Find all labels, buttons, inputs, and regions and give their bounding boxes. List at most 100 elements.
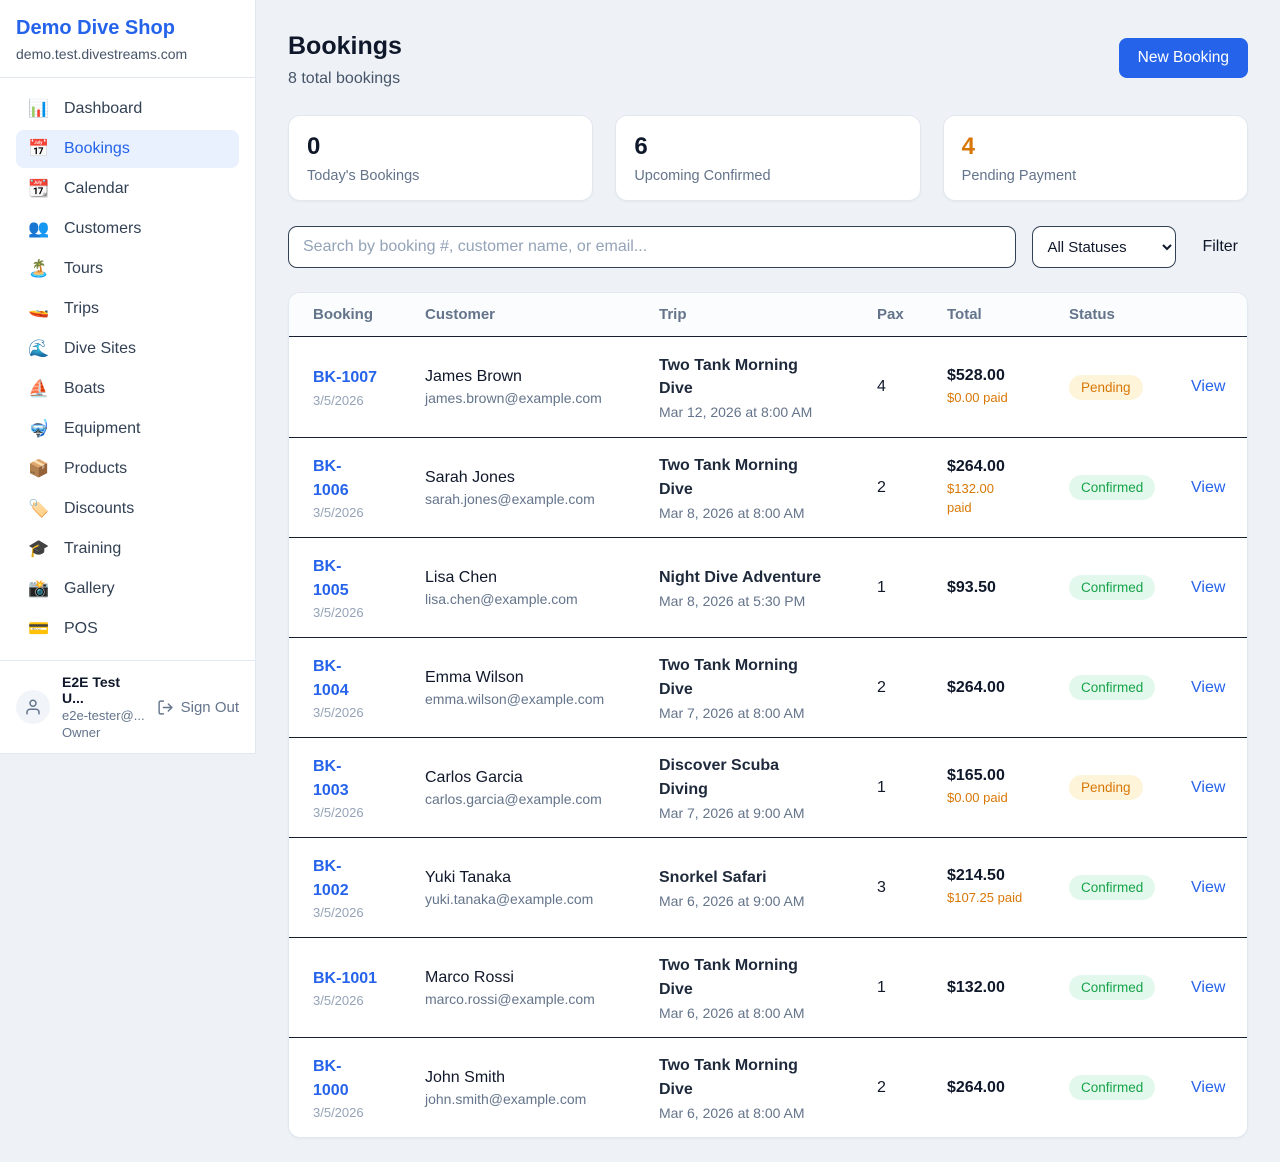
sidebar-item[interactable]: ⛵ Boats [16, 370, 239, 408]
nav-item-label: Calendar [64, 180, 129, 197]
filter-button[interactable]: Filter [1192, 232, 1248, 262]
customer-name: Emma Wilson [425, 668, 524, 686]
table-row: BK- 1005 3/5/2026 Lisa Chen lisa.chen@ex… [289, 537, 1247, 637]
sidebar-item[interactable]: 🏝️ Tours [16, 250, 239, 288]
trip-datetime: Mar 7, 2026 at 8:00 AM [659, 704, 805, 721]
booking-id-link[interactable]: BK-1001 [313, 969, 378, 987]
page-header: Bookings 8 total bookings New Booking [288, 32, 1248, 88]
table-row: BK- 1006 3/5/2026 Sarah Jones sarah.jone… [289, 437, 1247, 537]
sidebar-item[interactable]: 📸 Gallery [16, 570, 239, 608]
customer-email: sarah.jones@example.com [425, 490, 595, 507]
trip-name: Night Dive Adventure [659, 568, 822, 586]
trip-datetime: Mar 12, 2026 at 8:00 AM [659, 404, 813, 421]
view-link[interactable]: View [1191, 378, 1226, 395]
sidebar-item[interactable]: 👥 Customers [16, 210, 239, 248]
nav-item-label: Dive Sites [64, 340, 137, 357]
customer-email: james.brown@example.com [425, 390, 602, 406]
table-row: BK-1007 3/5/2026 James Brown james.brown… [289, 337, 1247, 437]
booking-date: 3/5/2026 [313, 804, 364, 820]
view-link[interactable]: View [1191, 878, 1226, 896]
nav-item-label: Trips [64, 300, 99, 317]
nav-item-icon: 📸 [28, 579, 50, 598]
sidebar-item[interactable]: 🎓 Training [16, 530, 239, 568]
trip-name: Two Tank Morning Dive [659, 356, 798, 397]
sidebar-item[interactable]: 🏷️ Discounts [16, 490, 239, 528]
sidebar-item[interactable]: 🤿 Equipment [16, 410, 239, 448]
total-amount: $264.00 [947, 1078, 1005, 1096]
booking-id-link[interactable]: BK- 1000 [313, 1058, 349, 1099]
sign-out-label: Sign Out [180, 698, 239, 716]
view-link[interactable]: View [1191, 978, 1226, 996]
view-link[interactable]: View [1191, 778, 1226, 796]
total-amount: $528.00 [947, 366, 1005, 384]
user-meta: E2E Test U... e2e-tester@... Owner [62, 674, 145, 740]
paid-amount: $0.00 paid [947, 790, 1008, 806]
booking-date: 3/5/2026 [313, 993, 364, 1009]
sidebar-item[interactable]: 🌊 Dive Sites [16, 330, 239, 368]
main-content: Bookings 8 total bookings New Booking 0 … [256, 0, 1280, 1162]
user-email: e2e-tester@... [62, 708, 145, 723]
sidebar-nav: 📊 Dashboard 📅 Bookings 📆 Calendar 👥 Cust… [0, 78, 255, 660]
booking-id-link[interactable]: BK- 1004 [313, 658, 349, 699]
sidebar-item[interactable]: 📊 Dashboard [16, 90, 239, 128]
status-badge: Confirmed [1069, 675, 1156, 700]
customer-email: lisa.chen@example.com [425, 590, 578, 607]
booking-id-link[interactable]: BK- 1006 [313, 458, 349, 499]
nav-item-icon: 📦 [28, 459, 50, 478]
user-section: E2E Test U... e2e-tester@... Owner Sign … [0, 660, 255, 753]
booking-id-link[interactable]: BK- 1005 [313, 558, 349, 599]
status-badge: Confirmed [1069, 1075, 1156, 1100]
search-input[interactable] [288, 226, 1017, 268]
sidebar-item[interactable]: 📦 Products [16, 450, 239, 488]
nav-item-icon: 📅 [28, 139, 50, 158]
booking-id-link[interactable]: BK- 1002 [313, 858, 349, 899]
sidebar-item[interactable]: 💳 POS [16, 610, 239, 648]
pax-count: 3 [877, 878, 886, 896]
pax-count: 4 [877, 378, 886, 395]
page-subtitle: 8 total bookings [288, 70, 401, 87]
view-link[interactable]: View [1191, 478, 1226, 496]
booking-date: 3/5/2026 [313, 604, 364, 620]
nav-item-icon: 🏝️ [28, 259, 50, 278]
table-row: BK- 1003 3/5/2026 Carlos Garcia carlos.g… [289, 737, 1247, 837]
booking-id-link[interactable]: BK- 1003 [313, 758, 349, 799]
table-row: BK- 1004 3/5/2026 Emma Wilson emma.wilso… [289, 637, 1247, 737]
view-link[interactable]: View [1191, 1078, 1226, 1096]
status-badge: Confirmed [1069, 875, 1156, 900]
stat-label: Pending Payment [961, 168, 1077, 184]
view-link[interactable]: View [1191, 678, 1226, 696]
user-icon [26, 699, 40, 715]
user-name: E2E Test U... [62, 674, 121, 706]
status-select[interactable]: All Statuses [1032, 226, 1177, 268]
nav-item-label: Boats [64, 380, 105, 397]
booking-id-link[interactable]: BK-1007 [313, 369, 378, 387]
customer-name: Yuki Tanaka [425, 868, 511, 886]
col-actions [1191, 306, 1223, 323]
sidebar-item[interactable]: 📆 Calendar [16, 170, 239, 208]
trip-datetime: Mar 6, 2026 at 9:00 AM [659, 893, 805, 910]
sign-out-button[interactable]: Sign Out [157, 699, 239, 716]
nav-item-icon: 🏷️ [28, 499, 50, 518]
nav-item-label: Bookings [64, 140, 130, 157]
customer-email: marco.rossi@example.com [425, 990, 595, 1007]
sidebar-item[interactable]: 🚤 Trips [16, 290, 239, 328]
table-row: BK- 1000 3/5/2026 John Smith john.smith@… [289, 1037, 1247, 1137]
table-header: Booking Customer Trip Pax Total Status [289, 293, 1247, 337]
new-booking-button[interactable]: New Booking [1118, 38, 1248, 78]
pax-count: 1 [877, 778, 886, 796]
view-link[interactable]: View [1191, 578, 1226, 596]
nav-item-label: Equipment [64, 420, 141, 437]
customer-email: yuki.tanaka@example.com [425, 890, 594, 907]
customer-name: Marco Rossi [425, 968, 514, 986]
user-role: Owner [62, 725, 101, 740]
trip-datetime: Mar 8, 2026 at 8:00 AM [659, 504, 805, 521]
sidebar-item[interactable]: 📅 Bookings [16, 130, 239, 168]
trip-datetime: Mar 6, 2026 at 8:00 AM [659, 1004, 805, 1021]
stat-card: 6 Upcoming Confirmed [615, 115, 921, 201]
trip-name: Two Tank Morning Dive [659, 657, 798, 698]
paid-amount: $0.00 paid [947, 389, 1008, 405]
stat-value: 4 [961, 133, 976, 160]
paid-amount: $107.25 paid [947, 890, 1023, 906]
stat-label: Upcoming Confirmed [634, 168, 771, 184]
pax-count: 1 [877, 978, 886, 996]
